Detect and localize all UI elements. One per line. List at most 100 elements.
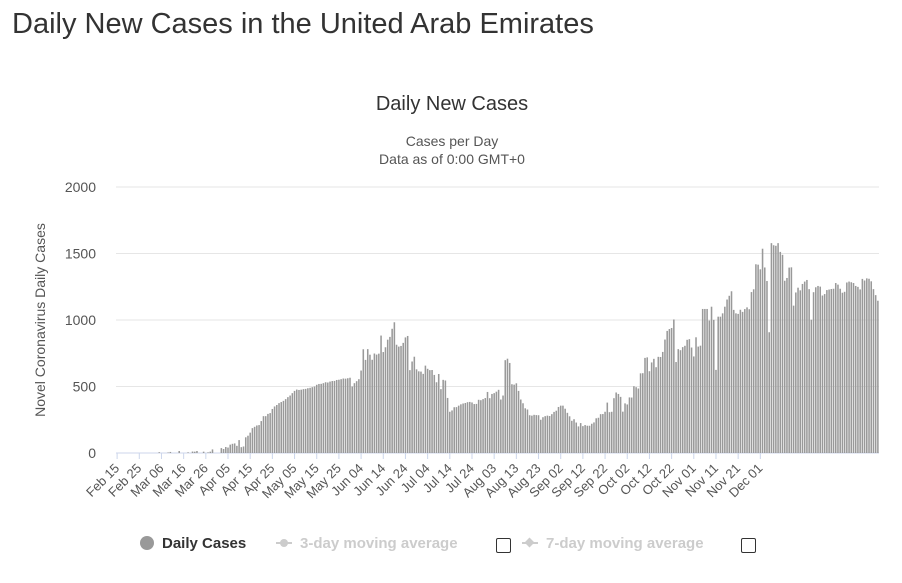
bar[interactable]: [806, 279, 808, 453]
bar[interactable]: [417, 371, 420, 453]
bar[interactable]: [225, 447, 227, 453]
bar[interactable]: [382, 352, 385, 453]
bar[interactable]: [486, 391, 489, 453]
bar[interactable]: [768, 332, 770, 453]
bar[interactable]: [276, 404, 278, 453]
bar[interactable]: [457, 405, 460, 453]
bar[interactable]: [877, 300, 879, 453]
bar[interactable]: [757, 264, 759, 453]
bar[interactable]: [657, 356, 660, 453]
bar[interactable]: [573, 419, 575, 453]
bar[interactable]: [311, 387, 314, 453]
bar[interactable]: [300, 389, 302, 453]
bar[interactable]: [284, 399, 287, 453]
bar[interactable]: [256, 425, 258, 453]
bar[interactable]: [373, 353, 376, 453]
bar[interactable]: [251, 428, 254, 453]
legend-item-daily-cases[interactable]: Daily Cases: [140, 531, 246, 555]
bar[interactable]: [721, 313, 724, 453]
bar[interactable]: [504, 360, 507, 453]
bar[interactable]: [555, 410, 558, 453]
bar[interactable]: [817, 285, 819, 453]
bar[interactable]: [777, 243, 779, 453]
bar[interactable]: [870, 281, 873, 453]
bar[interactable]: [761, 248, 764, 453]
bar[interactable]: [741, 311, 744, 453]
bar[interactable]: [391, 328, 393, 453]
bar[interactable]: [531, 415, 533, 453]
bar[interactable]: [473, 404, 475, 453]
bar[interactable]: [437, 374, 440, 453]
bar[interactable]: [688, 339, 691, 453]
bar[interactable]: [726, 299, 728, 453]
bar[interactable]: [433, 374, 436, 453]
bar[interactable]: [413, 356, 416, 453]
bar[interactable]: [582, 426, 584, 453]
bar[interactable]: [402, 342, 405, 453]
bar[interactable]: [280, 402, 283, 453]
bar[interactable]: [462, 403, 464, 453]
bar[interactable]: [584, 425, 586, 453]
bar[interactable]: [371, 359, 373, 453]
bar[interactable]: [517, 390, 520, 453]
bar[interactable]: [207, 452, 209, 453]
bar[interactable]: [604, 411, 606, 453]
bar[interactable]: [398, 346, 400, 453]
bar[interactable]: [395, 344, 398, 453]
bar[interactable]: [335, 379, 338, 453]
bar[interactable]: [411, 361, 413, 454]
bar[interactable]: [196, 451, 198, 453]
bar[interactable]: [475, 403, 478, 453]
bar[interactable]: [861, 278, 864, 453]
bar[interactable]: [602, 414, 604, 453]
bar[interactable]: [267, 413, 269, 453]
bar[interactable]: [633, 386, 635, 453]
bar[interactable]: [542, 417, 544, 453]
bar[interactable]: [859, 289, 861, 453]
bar[interactable]: [837, 284, 839, 453]
bar[interactable]: [506, 358, 509, 453]
bar[interactable]: [240, 447, 243, 453]
bar[interactable]: [291, 393, 294, 453]
bar[interactable]: [568, 416, 571, 453]
bar[interactable]: [695, 337, 697, 453]
bar[interactable]: [211, 449, 214, 453]
bar[interactable]: [624, 403, 626, 453]
bar[interactable]: [442, 379, 444, 453]
bar[interactable]: [810, 319, 813, 453]
bar[interactable]: [227, 447, 229, 453]
bar[interactable]: [327, 382, 329, 453]
bar[interactable]: [673, 319, 675, 453]
bar[interactable]: [613, 398, 615, 453]
bar[interactable]: [484, 398, 487, 453]
bar[interactable]: [626, 404, 629, 453]
bar[interactable]: [826, 290, 828, 453]
bar[interactable]: [415, 369, 418, 453]
bar[interactable]: [823, 294, 826, 453]
bar[interactable]: [832, 288, 835, 453]
bar[interactable]: [522, 403, 524, 453]
bar[interactable]: [449, 411, 451, 453]
bar[interactable]: [386, 339, 389, 453]
bar[interactable]: [420, 371, 422, 453]
bar[interactable]: [302, 389, 305, 453]
bar[interactable]: [491, 393, 493, 453]
bar[interactable]: [322, 383, 325, 453]
bar[interactable]: [679, 350, 682, 453]
bar[interactable]: [404, 337, 407, 453]
bar[interactable]: [815, 287, 817, 453]
bar[interactable]: [511, 384, 513, 453]
bar[interactable]: [318, 383, 320, 453]
bar[interactable]: [575, 422, 578, 453]
bar[interactable]: [338, 379, 340, 453]
bar[interactable]: [852, 283, 855, 453]
bar[interactable]: [273, 406, 276, 453]
bar[interactable]: [380, 335, 382, 453]
bar[interactable]: [222, 449, 225, 453]
bar[interactable]: [724, 306, 726, 453]
bar[interactable]: [801, 283, 804, 453]
bar[interactable]: [790, 267, 793, 453]
bar[interactable]: [828, 289, 830, 453]
bar[interactable]: [233, 443, 236, 453]
bar[interactable]: [586, 425, 589, 453]
